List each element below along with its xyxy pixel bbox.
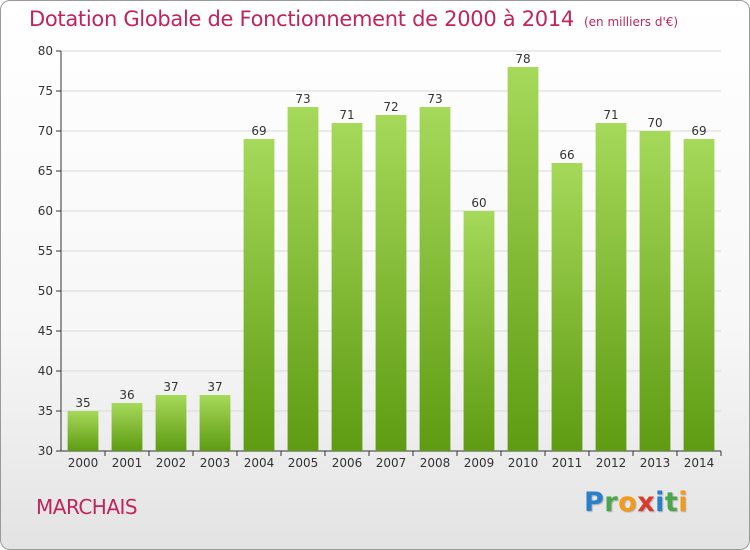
- data-label: 37: [207, 380, 222, 394]
- y-tick-label: 75: [38, 84, 53, 98]
- x-tick-label: 2002: [156, 456, 187, 470]
- bar-2011: [551, 163, 583, 451]
- data-label: 71: [603, 108, 618, 122]
- data-label: 36: [119, 388, 134, 402]
- bar-2013: [639, 131, 671, 451]
- bar-2005: [287, 107, 319, 451]
- data-label: 78: [515, 52, 530, 66]
- x-tick-label: 2013: [640, 456, 671, 470]
- proxiti-logo[interactable]: Proxiti: [584, 487, 688, 518]
- y-tick-label: 35: [38, 404, 53, 418]
- logo-letter: i: [655, 487, 665, 518]
- y-tick-label: 65: [38, 164, 53, 178]
- x-tick-label: 2012: [596, 456, 627, 470]
- title-row: Dotation Globale de Fonctionnement de 20…: [29, 7, 678, 31]
- bars: [67, 67, 715, 451]
- data-label: 60: [471, 196, 486, 210]
- data-label: 37: [163, 380, 178, 394]
- y-tick-label: 40: [38, 364, 53, 378]
- x-tick-label: 2014: [684, 456, 715, 470]
- data-label: 72: [383, 100, 398, 114]
- chart-title: Dotation Globale de Fonctionnement de 20…: [29, 7, 574, 31]
- bar-2004: [243, 139, 275, 451]
- data-label: 69: [251, 124, 266, 138]
- bar-2003: [199, 395, 231, 451]
- data-label: 66: [559, 148, 574, 162]
- x-tick-label: 2010: [508, 456, 539, 470]
- x-tick-label: 2004: [244, 456, 275, 470]
- data-label: 73: [295, 92, 310, 106]
- x-tick-label: 2003: [200, 456, 231, 470]
- x-tick-label: 2006: [332, 456, 363, 470]
- x-tick-label: 2011: [552, 456, 583, 470]
- bar-2007: [375, 115, 407, 451]
- bar-2008: [419, 107, 451, 451]
- bar-2000: [67, 411, 99, 451]
- logo-letter: P: [584, 487, 605, 518]
- bar-2009: [463, 211, 495, 451]
- bar-2006: [331, 123, 363, 451]
- bar-2001: [111, 403, 143, 451]
- data-label: 35: [75, 396, 90, 410]
- x-tick-label: 2000: [68, 456, 99, 470]
- y-tick-label: 80: [38, 44, 53, 58]
- bar-2002: [155, 395, 187, 451]
- data-label: 69: [691, 124, 706, 138]
- y-tick-label: 60: [38, 204, 53, 218]
- data-label: 73: [427, 92, 442, 106]
- y-tick-label: 70: [38, 124, 53, 138]
- x-tick-label: 2007: [376, 456, 407, 470]
- bar-2014: [683, 139, 715, 451]
- commune-name: MARCHAIS: [36, 495, 138, 519]
- bar-chart: 30 35 40 45 50 55 60 65 70 75 80 2000 2001 2002 2003 20…: [38, 44, 722, 470]
- logo-letter: i: [678, 487, 689, 518]
- y-tick-label: 55: [38, 244, 53, 258]
- y-tick-label: 50: [38, 284, 53, 298]
- y-tick-label: 45: [38, 324, 53, 338]
- data-label: 70: [647, 116, 662, 130]
- logo-letter: o: [618, 487, 638, 518]
- chart-unit: (en milliers d'€): [583, 15, 679, 29]
- data-labels: 35 36 37 37 69 73 71 72 73 60 78 66 71 70 69: [75, 52, 706, 410]
- x-tick-label: 2001: [112, 456, 143, 470]
- bar-2012: [595, 123, 627, 451]
- x-tick-label: 2008: [420, 456, 451, 470]
- x-tick-label: 2005: [288, 456, 319, 470]
- logo-letter: r: [604, 487, 619, 518]
- y-tick-label: 30: [38, 444, 53, 458]
- bar-2010: [507, 67, 539, 451]
- logo-letter: t: [664, 487, 679, 518]
- logo-letter: x: [637, 487, 656, 518]
- data-label: 71: [339, 108, 354, 122]
- x-tick-label: 2009: [464, 456, 495, 470]
